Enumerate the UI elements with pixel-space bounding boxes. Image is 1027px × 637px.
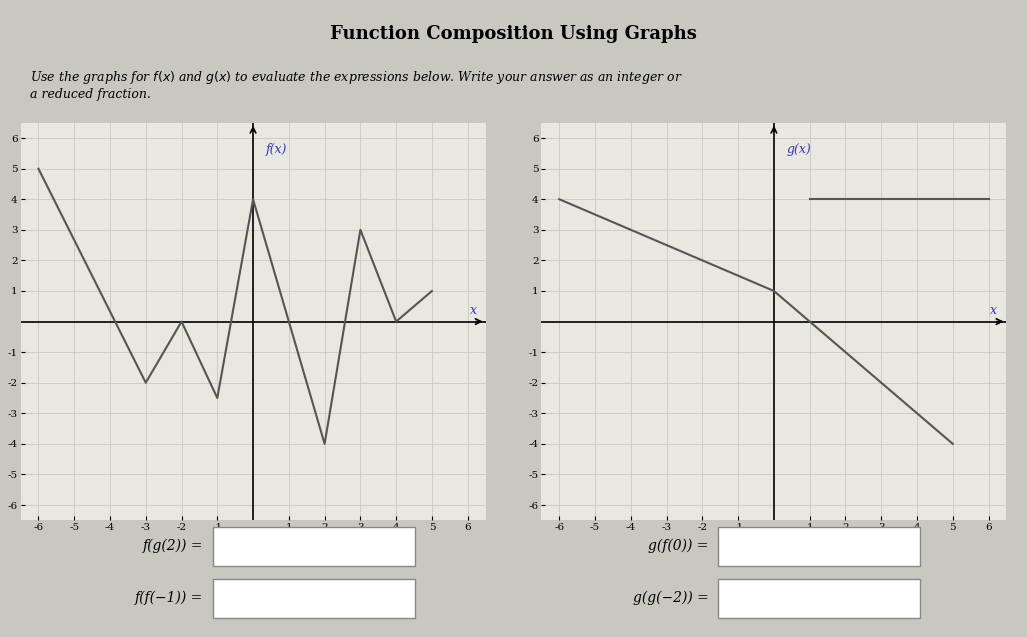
Text: g(x): g(x) — [787, 143, 811, 157]
FancyBboxPatch shape — [213, 578, 415, 618]
Text: f(g(2)) =: f(g(2)) = — [143, 539, 203, 554]
Text: g(g(−2)) =: g(g(−2)) = — [633, 591, 709, 605]
Text: g(f(0)) =: g(f(0)) = — [648, 539, 709, 554]
FancyBboxPatch shape — [718, 578, 920, 618]
FancyBboxPatch shape — [718, 527, 920, 566]
Text: x: x — [990, 304, 997, 317]
Text: Function Composition Using Graphs: Function Composition Using Graphs — [330, 25, 697, 43]
Text: f(x): f(x) — [266, 143, 287, 157]
FancyBboxPatch shape — [213, 527, 415, 566]
Text: x: x — [469, 304, 477, 317]
Text: f(f(−1)) =: f(f(−1)) = — [135, 591, 203, 605]
Text: Use the graphs for $f(x)$ and $g(x)$ to evaluate the expressions below. Write yo: Use the graphs for $f(x)$ and $g(x)$ to … — [31, 69, 683, 101]
